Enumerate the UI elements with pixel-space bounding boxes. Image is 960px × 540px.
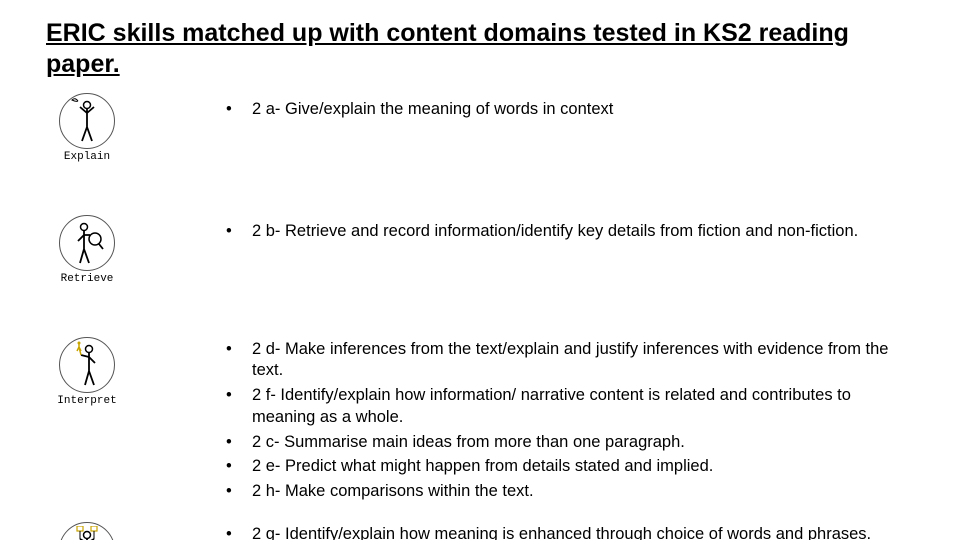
choice-icon xyxy=(59,522,115,540)
icon-column: Interpret xyxy=(46,337,128,407)
list-item: 2 a- Give/explain the meaning of words i… xyxy=(226,99,916,121)
section-explain: Explain 2 a- Give/explain the meaning of… xyxy=(46,93,930,163)
section-interpret: Interpret 2 d- Make inferences from the … xyxy=(46,337,930,506)
list-item: 2 h- Make comparisons within the text. xyxy=(226,481,916,503)
slide: ERIC skills matched up with content doma… xyxy=(0,0,960,540)
list-item: 2 c- Summarise main ideas from more than… xyxy=(226,432,916,454)
section-retrieve: Retrieve 2 b- Retrieve and record inform… xyxy=(46,215,930,285)
bullet-list: 2 g- Identify/explain how meaning is enh… xyxy=(128,522,930,540)
explain-icon xyxy=(59,93,115,149)
list-item: 2 d- Make inferences from the text/expla… xyxy=(226,339,916,383)
list-item: 2 f- Identify/explain how information/ n… xyxy=(226,385,916,429)
list-item: 2 b- Retrieve and record information/ide… xyxy=(226,221,916,243)
list-item: 2 g- Identify/explain how meaning is enh… xyxy=(226,524,916,540)
icon-column: Explain xyxy=(46,93,128,163)
icon-column: Choice xyxy=(46,522,128,540)
icon-label: Explain xyxy=(64,151,110,163)
interpret-icon xyxy=(59,337,115,393)
icon-column: Retrieve xyxy=(46,215,128,285)
icon-label: Retrieve xyxy=(61,273,114,285)
section-choice: Choice 2 g- Identify/explain how meaning… xyxy=(46,522,930,540)
page-title: ERIC skills matched up with content doma… xyxy=(46,18,866,81)
icon-label: Interpret xyxy=(57,395,116,407)
bullet-list: 2 d- Make inferences from the text/expla… xyxy=(128,337,930,506)
list-item: 2 e- Predict what might happen from deta… xyxy=(226,456,916,478)
bullet-list: 2 b- Retrieve and record information/ide… xyxy=(128,215,930,246)
bullet-list: 2 a- Give/explain the meaning of words i… xyxy=(128,93,930,124)
retrieve-icon xyxy=(59,215,115,271)
